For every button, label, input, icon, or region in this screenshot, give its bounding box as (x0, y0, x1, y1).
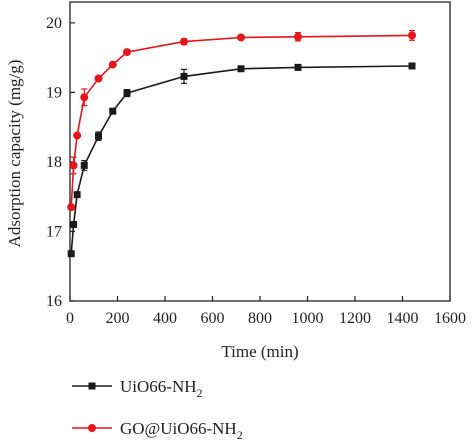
x-tick-label: 400 (153, 310, 177, 327)
data-point (94, 74, 103, 83)
legend-label: UiO66-NH2 (120, 377, 203, 400)
x-tick-label: 1000 (292, 310, 324, 327)
x-axis-ticks: 0 200 400 600 800 1000 1200 1400 1600 (66, 296, 466, 327)
x-tick-label: 800 (248, 310, 272, 327)
data-point (294, 32, 302, 41)
data-point (67, 203, 76, 212)
data-point (237, 65, 245, 73)
y-tick-label: 19 (46, 84, 62, 101)
y-axis-title: Adsorption capacity (mg/g) (5, 60, 24, 248)
x-tick-label: 0 (66, 310, 74, 327)
series-go-uio66-nh2 (67, 29, 416, 212)
y-tick-label: 17 (46, 223, 62, 240)
legend-item-uio66-nh2: UiO66-NH2 (72, 377, 203, 400)
data-point (180, 37, 188, 46)
x-tick-label: 600 (201, 310, 225, 327)
data-point (237, 33, 245, 42)
legend-swatch-marker (88, 424, 96, 432)
data-point (108, 60, 117, 69)
plot-border (69, 1, 451, 302)
legend-label-text: GO@UiO66-NH (120, 419, 237, 438)
data-point (408, 31, 416, 40)
y-axis-ticks: 16 17 18 19 20 (46, 15, 75, 310)
data-point (73, 191, 81, 199)
legend-label: GO@UiO66-NH2 (120, 419, 243, 442)
data-point (80, 161, 88, 169)
data-point (109, 107, 117, 115)
plot-frame (69, 1, 451, 302)
x-axis-title: Time (min) (221, 342, 298, 361)
y-tick-label: 18 (46, 154, 62, 171)
legend-swatch-marker (88, 382, 96, 390)
data-point (80, 93, 89, 102)
legend-item-go-uio66-nh2: GO@UiO66-NH2 (72, 419, 243, 442)
series-uio66-nh2 (67, 62, 416, 258)
x-tick-label: 1200 (339, 310, 371, 327)
data-point (95, 132, 102, 140)
data-point (123, 48, 131, 57)
series-line (70, 34, 413, 208)
legend-label-subscript: 2 (197, 386, 203, 400)
x-tick-label: 1400 (387, 310, 419, 327)
data-point (180, 72, 188, 80)
data-point (408, 62, 416, 70)
x-tick-label: 1600 (434, 310, 466, 327)
series-layer (67, 29, 416, 258)
data-point (123, 89, 131, 97)
data-point (69, 161, 78, 170)
data-point (294, 63, 302, 71)
legend-label-subscript: 2 (237, 428, 243, 442)
x-tick-label: 200 (106, 310, 130, 327)
data-point (70, 221, 78, 229)
data-point (67, 250, 75, 258)
y-tick-label: 20 (46, 15, 62, 32)
series-line (70, 65, 413, 254)
data-point (73, 131, 82, 140)
legend-label-text: UiO66-NH (120, 377, 197, 396)
y-tick-label: 16 (46, 293, 62, 310)
